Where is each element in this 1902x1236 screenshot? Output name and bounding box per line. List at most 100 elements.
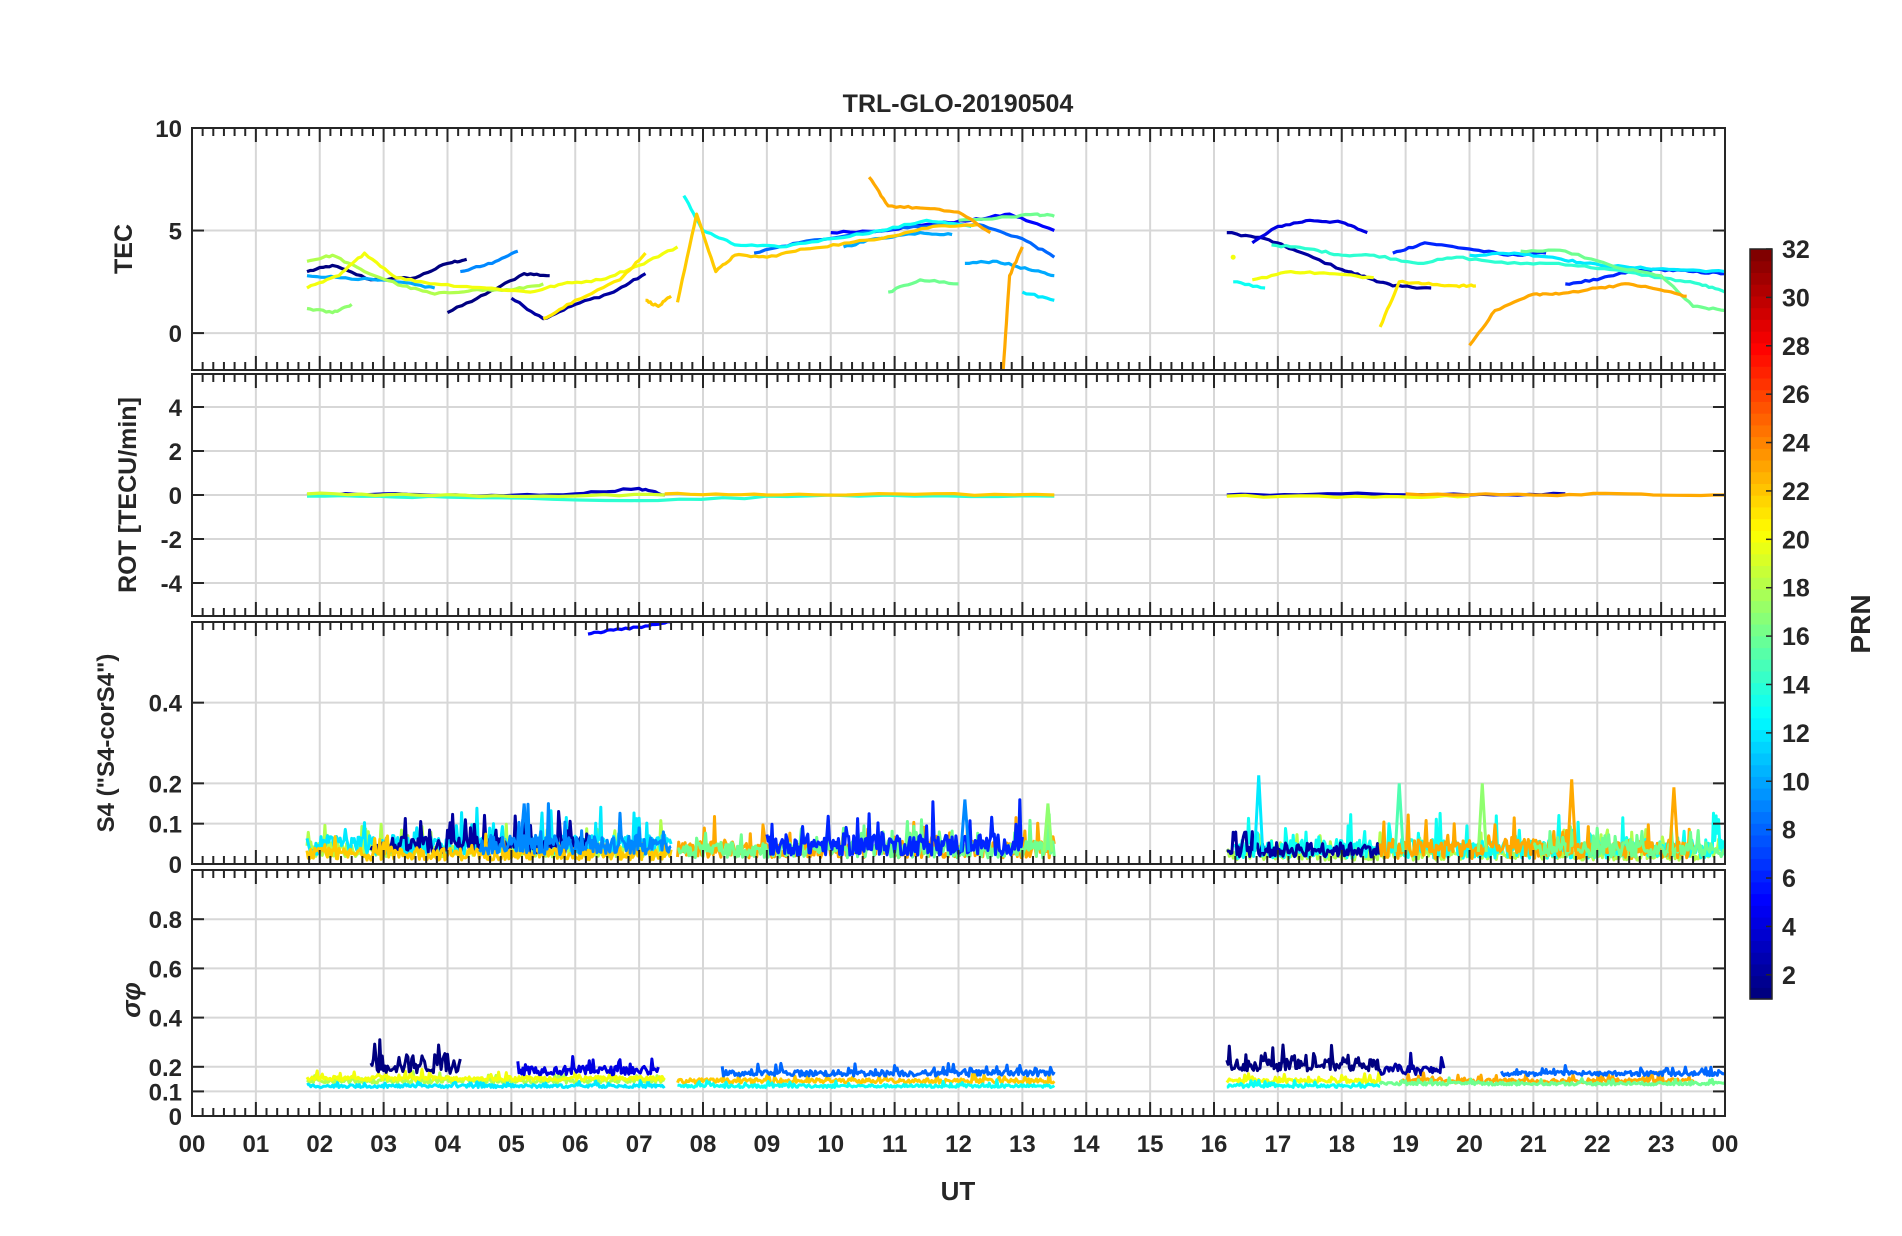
prn-trace <box>587 622 672 636</box>
x-tick-labels: 00 01 02 03 04 05 06 07 08 09 10 11 12 13 14 15 16 17 18 19… <box>179 1131 1739 1158</box>
colorbar-strip <box>1750 612 1772 625</box>
prn-trace <box>1520 248 1725 313</box>
x-tick-label: 04 <box>434 1131 461 1158</box>
colorbar-tick-label: 20 <box>1782 526 1810 554</box>
prn-trace <box>664 491 1055 497</box>
colorbar-strip <box>1750 565 1772 578</box>
prn-trace <box>720 1061 1056 1078</box>
colorbar-tick-label: 10 <box>1782 768 1810 796</box>
colorbar-strip <box>1750 319 1772 332</box>
prn-trace <box>1233 280 1266 290</box>
colorbar-tick-label: 12 <box>1782 720 1810 748</box>
y-tick-label: 0.8 <box>149 907 182 934</box>
prn-trace <box>1251 270 1374 282</box>
prn-spike <box>1566 779 1578 852</box>
x-tick-label: 01 <box>243 1131 270 1158</box>
colorbar-strip <box>1750 483 1772 496</box>
colorbar-strip <box>1750 706 1772 719</box>
y-tick-label: 0 <box>169 321 182 348</box>
y-tick-label: 0 <box>169 1104 182 1131</box>
x-tick-label: 17 <box>1265 1131 1292 1158</box>
colorbar-strip <box>1750 635 1772 649</box>
prn-trace <box>1271 243 1725 294</box>
colorbar-strips <box>1750 249 1772 1000</box>
colorbar-strip <box>1750 284 1772 297</box>
prn-spike <box>959 799 971 853</box>
y-tick-label: 5 <box>169 219 182 246</box>
y-tick-label: 0.6 <box>149 956 182 983</box>
colorbar-strip <box>1750 530 1772 543</box>
series-rot <box>306 486 1725 503</box>
colorbar-strip <box>1750 881 1772 895</box>
prn-spike <box>1476 783 1488 852</box>
colorbar-strip <box>1750 952 1772 965</box>
prn-trace <box>306 274 436 290</box>
prn-trace <box>1251 218 1368 245</box>
series-s4 <box>305 622 1725 862</box>
prn-trace <box>1225 1043 1382 1073</box>
prn-trace <box>306 491 665 499</box>
ticks-tec: 0 5 10 <box>155 116 1726 370</box>
colorbar-strip <box>1750 495 1772 508</box>
colorbar-strip <box>1750 975 1772 988</box>
colorbar-strip <box>1750 295 1772 309</box>
prn-trace <box>305 1067 666 1083</box>
colorbar-strip <box>1750 858 1772 871</box>
prn-trace <box>867 176 992 234</box>
y-tick-label: 0 <box>169 852 182 879</box>
prn-trace <box>305 832 673 862</box>
colorbar-strip <box>1750 389 1772 402</box>
colorbar-strip <box>1750 846 1772 859</box>
colorbar-tick-label: 24 <box>1782 430 1810 458</box>
y-tick-label: 4 <box>169 395 183 422</box>
prn-trace <box>1226 1079 1381 1089</box>
y-tick-label: 0.2 <box>149 771 182 798</box>
colorbar-strip <box>1750 459 1772 473</box>
prn-trace <box>446 272 550 315</box>
y-tick-label: 0.1 <box>149 1079 182 1106</box>
y-tick-label: -4 <box>161 571 183 598</box>
colorbar-strip <box>1750 518 1772 531</box>
colorbar-strip <box>1750 928 1772 942</box>
colorbar-strip <box>1750 331 1772 344</box>
ylabel-s4: S4 ("S4-corS4") <box>93 654 120 833</box>
x-tick-label: 20 <box>1456 1131 1483 1158</box>
prn-trace <box>753 222 1056 259</box>
colorbar-strip <box>1750 624 1772 637</box>
colorbar-strip <box>1750 752 1772 766</box>
x-tick-label: 18 <box>1328 1131 1355 1158</box>
panel-sigma: 00.10.2 0.4 0.6 0.8 σφ <box>116 869 1726 1131</box>
grid-s4 <box>192 622 1725 864</box>
prn-trace <box>1405 491 1725 498</box>
colorbar-tick-label: 16 <box>1782 623 1810 651</box>
prn-trace <box>1225 1071 1382 1085</box>
colorbar-strip <box>1750 307 1772 320</box>
panel-s4: 0 0.1 0.2 0.4 S4 ("S4-corS4") <box>93 621 1726 879</box>
y-tick-label: 10 <box>155 116 182 143</box>
colorbar-tick-label: 2 <box>1782 962 1796 990</box>
x-tick-label: 13 <box>1009 1131 1036 1158</box>
prn-point <box>1230 254 1236 260</box>
prn-trace <box>1533 825 1725 859</box>
colorbar-strip <box>1750 541 1772 555</box>
colorbar-strip <box>1750 553 1772 567</box>
colorbar-strip <box>1750 424 1772 438</box>
colorbar-tick-label: 4 <box>1782 913 1796 941</box>
colorbar-strip <box>1750 893 1772 906</box>
prn-trace <box>1378 813 1695 861</box>
colorbar-strip <box>1750 870 1772 883</box>
colorbar-frame <box>1749 248 1773 1000</box>
colorbar-tick-label: 14 <box>1782 671 1810 699</box>
prn-trace <box>510 272 647 321</box>
colorbar-strip <box>1750 694 1772 707</box>
x-tick-label: 22 <box>1584 1131 1611 1158</box>
colorbar-strip <box>1750 987 1772 1000</box>
colorbar-strip <box>1750 764 1772 777</box>
prn-trace <box>1226 231 1432 290</box>
prn-spike <box>1253 775 1265 852</box>
y-tick-label: 0.4 <box>149 691 183 718</box>
colorbar-tick-label: 18 <box>1782 575 1810 603</box>
colorbar-tick-label: 28 <box>1782 333 1810 361</box>
